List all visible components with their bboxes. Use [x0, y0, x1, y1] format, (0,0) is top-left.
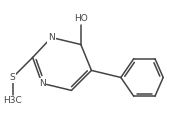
Text: N: N	[48, 33, 55, 42]
Text: S: S	[10, 73, 15, 82]
Text: H3C: H3C	[3, 97, 22, 106]
Text: N: N	[39, 79, 45, 88]
Text: HO: HO	[74, 14, 88, 23]
